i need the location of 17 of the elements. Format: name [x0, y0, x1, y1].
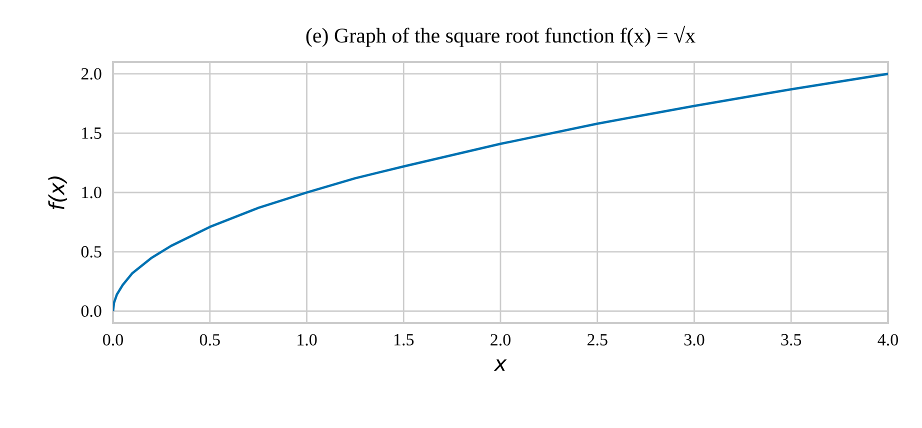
y-tick-label: 1.0 [82, 186, 102, 198]
y-tick-label: 0.0 [81, 305, 102, 317]
y-axis-title: f(x) [48, 176, 67, 210]
x-tick-label: 1.0 [298, 334, 317, 346]
x-axis-title: x [494, 359, 507, 371]
x-tick-label: 3.0 [684, 334, 704, 346]
y-tick-label: 1.5 [82, 127, 102, 139]
x-tick-label: 3.5 [781, 334, 802, 346]
x-tick-label: 1.5 [394, 334, 414, 346]
x-tick-label: 0.5 [200, 334, 220, 346]
x-tick-label: 2.5 [588, 334, 608, 346]
x-tick-label: 0.0 [103, 334, 123, 346]
y-tick-label: 2.0 [81, 68, 102, 80]
x-tick-label: 2.0 [490, 334, 510, 346]
y-tick-label: 0.5 [81, 246, 102, 258]
chart-title: (e) Graph of the square root function f(x) = √x [306, 26, 696, 47]
x-tick-label: 4.0 [878, 334, 898, 346]
